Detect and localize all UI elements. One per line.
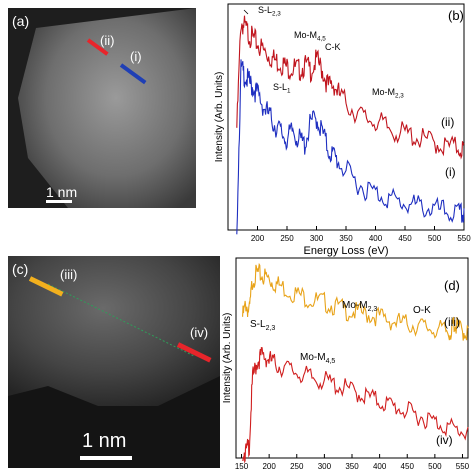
y-axis-label-d: Intensity (Arb. Units) xyxy=(222,313,233,404)
annotation-b-4: Mo-M2,3 xyxy=(372,87,404,100)
x-tick-label-d-2: 250 xyxy=(290,462,304,471)
panel-label-c: (c) xyxy=(12,261,29,277)
scale-label-c: 1 nm xyxy=(82,430,127,452)
x-tick-label-b-4: 400 xyxy=(369,234,383,243)
annotation-b-0: S-L2,3 xyxy=(258,5,281,18)
series-line-b-0 xyxy=(236,15,465,160)
annotation-d-3: Mo-M4,5 xyxy=(300,352,335,365)
line-label-iv: (iv) xyxy=(190,325,209,340)
scale-bar-a xyxy=(46,200,72,203)
annotation-d-0: S-L2,3 xyxy=(250,319,275,332)
stem-image-a: (a) (ii) (i) 1 nm xyxy=(8,8,196,208)
plot-frame-b xyxy=(227,3,465,231)
panel-label-a: (a) xyxy=(12,13,30,29)
panel-label-d: (d) xyxy=(444,278,460,293)
annotation-b-3: S-L1 xyxy=(273,82,291,95)
stem-image-c: (c) (iii) (iv) 1 nm xyxy=(8,256,220,468)
x-tick-label-d-6: 450 xyxy=(401,462,415,471)
annotation-d-4: (iii) xyxy=(444,315,460,329)
series-line-d-0 xyxy=(242,262,469,341)
x-tick-label-d-1: 200 xyxy=(262,462,276,471)
line-label-iii: (iii) xyxy=(60,267,78,282)
x-tick-label-b-7: 550 xyxy=(457,234,471,243)
line-label-ii: (ii) xyxy=(100,33,115,48)
x-tick-label-d-5: 400 xyxy=(373,462,387,471)
annotation-b-1: Mo-M4,5 xyxy=(294,30,326,43)
x-tick-label-b-5: 450 xyxy=(398,234,412,243)
x-tick-label-b-0: 200 xyxy=(251,234,265,243)
x-tick-label-b-6: 500 xyxy=(428,234,442,243)
x-tick-label-d-4: 350 xyxy=(345,462,359,471)
annotation-arrow-b-0 xyxy=(243,9,249,15)
x-tick-label-d-7: 500 xyxy=(428,462,442,471)
stem-image-a-texture xyxy=(8,8,196,208)
panel-label-b: (b) xyxy=(448,8,464,23)
annotation-b-5: (ii) xyxy=(441,115,454,129)
stem-image-c-texture xyxy=(8,256,220,468)
annotation-d-2: O-K xyxy=(413,305,431,316)
line-label-i: (i) xyxy=(130,49,142,64)
series-line-d-1 xyxy=(242,346,469,464)
annotation-b-6: (i) xyxy=(445,165,456,179)
x-tick-label-d-3: 300 xyxy=(318,462,332,471)
x-tick-label-b-3: 350 xyxy=(339,234,353,243)
x-tick-label-b-1: 250 xyxy=(280,234,294,243)
series-line-b-1 xyxy=(236,59,465,235)
y-axis-label-b: Intensity (Arb. Units) xyxy=(214,72,225,163)
annotation-b-2: C-K xyxy=(325,42,341,52)
scale-label-a: 1 nm xyxy=(46,184,78,200)
x-axis-label-b: Energy Loss (eV) xyxy=(304,245,389,257)
annotation-d-5: (iv) xyxy=(436,433,453,447)
x-tick-label-b-2: 300 xyxy=(310,234,324,243)
x-tick-label-d-8: 550 xyxy=(456,462,470,471)
x-tick-label-d-0: 150 xyxy=(235,462,249,471)
annotation-d-1: Mo-M2,3 xyxy=(342,300,377,313)
scale-bar-c xyxy=(80,456,132,460)
